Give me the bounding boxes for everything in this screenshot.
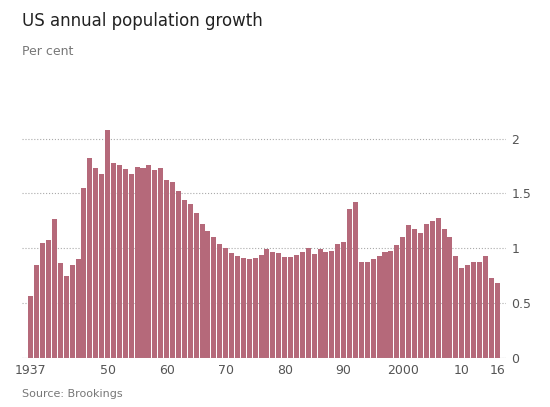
Bar: [140, 168, 146, 358]
Bar: [182, 200, 187, 358]
Bar: [365, 262, 370, 358]
Bar: [194, 213, 199, 358]
Bar: [371, 259, 376, 358]
Bar: [323, 252, 328, 358]
Text: US annual population growth: US annual population growth: [22, 12, 263, 30]
Bar: [81, 188, 86, 358]
Bar: [87, 158, 92, 358]
Bar: [258, 255, 263, 358]
Bar: [306, 248, 311, 358]
Bar: [34, 265, 39, 358]
Bar: [359, 262, 364, 358]
Bar: [94, 168, 98, 358]
Bar: [40, 243, 45, 358]
Bar: [135, 167, 140, 358]
Bar: [64, 276, 69, 358]
Bar: [300, 252, 305, 358]
Bar: [200, 224, 205, 358]
Bar: [347, 209, 352, 358]
Bar: [229, 253, 234, 358]
Bar: [205, 231, 211, 358]
Bar: [152, 171, 157, 358]
Bar: [483, 256, 488, 358]
Bar: [235, 256, 240, 358]
Bar: [123, 169, 128, 358]
Bar: [382, 252, 388, 358]
Bar: [70, 265, 75, 358]
Bar: [312, 254, 317, 358]
Bar: [459, 268, 464, 358]
Text: Source: Brookings: Source: Brookings: [22, 389, 123, 399]
Bar: [176, 191, 181, 358]
Bar: [406, 225, 411, 358]
Bar: [52, 219, 57, 358]
Bar: [329, 251, 334, 358]
Text: Per cent: Per cent: [22, 45, 73, 58]
Bar: [188, 204, 192, 358]
Bar: [158, 168, 163, 358]
Bar: [129, 174, 134, 358]
Bar: [447, 237, 453, 358]
Bar: [489, 278, 494, 358]
Bar: [111, 163, 116, 358]
Bar: [170, 182, 175, 358]
Bar: [75, 259, 81, 358]
Bar: [477, 262, 482, 358]
Bar: [247, 259, 252, 358]
Bar: [252, 258, 257, 358]
Bar: [465, 265, 470, 358]
Bar: [29, 295, 34, 358]
Bar: [288, 257, 293, 358]
Bar: [211, 237, 216, 358]
Bar: [117, 165, 122, 358]
Bar: [341, 242, 346, 358]
Bar: [353, 202, 358, 358]
Bar: [442, 229, 447, 358]
Bar: [58, 263, 63, 358]
Bar: [146, 165, 151, 358]
Bar: [412, 229, 417, 358]
Bar: [46, 240, 51, 358]
Bar: [453, 256, 458, 358]
Bar: [471, 262, 476, 358]
Bar: [377, 256, 382, 358]
Bar: [99, 174, 104, 358]
Bar: [265, 249, 270, 358]
Bar: [336, 244, 340, 358]
Bar: [388, 251, 393, 358]
Bar: [494, 284, 499, 358]
Bar: [436, 218, 441, 358]
Bar: [400, 237, 405, 358]
Bar: [294, 255, 299, 358]
Bar: [424, 224, 429, 358]
Bar: [282, 257, 287, 358]
Bar: [276, 253, 281, 358]
Bar: [105, 130, 110, 358]
Bar: [394, 245, 399, 358]
Bar: [164, 180, 169, 358]
Bar: [317, 249, 323, 358]
Bar: [223, 248, 228, 358]
Bar: [418, 233, 423, 358]
Bar: [241, 258, 246, 358]
Bar: [271, 252, 276, 358]
Bar: [430, 221, 434, 358]
Bar: [217, 244, 222, 358]
